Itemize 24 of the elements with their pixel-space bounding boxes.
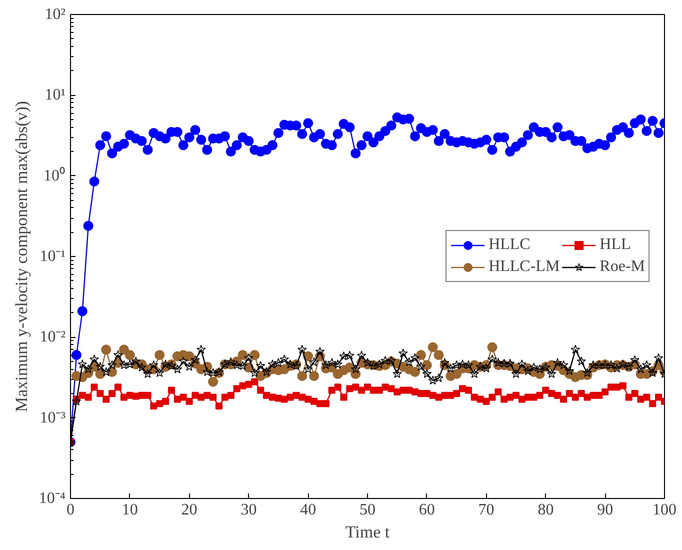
y-tick-label: 10⁻²: [40, 328, 66, 346]
legend-label: HLLC: [488, 236, 530, 254]
x-tick-label: 40: [300, 502, 316, 518]
x-tick-label: 90: [597, 502, 614, 518]
x-tick-label: 100: [652, 502, 676, 518]
y-tick-label: 10⁻⁴: [38, 490, 66, 507]
legend-label: HLL: [600, 236, 631, 254]
y-tick-label: 10²: [44, 6, 66, 23]
y-axis-title: Maximum y-velocity component max(abs(v)): [12, 100, 31, 412]
x-tick-label: 50: [360, 502, 376, 518]
x-tick-label: 20: [181, 502, 198, 518]
y-tick-label: 10⁻³: [40, 409, 66, 426]
y-tick-label: 10¹: [44, 86, 66, 104]
x-tick-label: 10: [122, 502, 138, 518]
legend-label: Roe-M: [600, 258, 645, 276]
x-axis-title: Time t: [345, 522, 390, 542]
y-tick-label: 10⁻¹: [40, 248, 66, 265]
x-tick-label: 30: [240, 502, 257, 518]
y-tick-label: 10⁰: [44, 166, 66, 184]
x-tick-label: 70: [478, 502, 494, 518]
x-tick-label: 0: [66, 502, 74, 518]
x-tick-label: 60: [418, 502, 435, 518]
x-tick-label: 80: [538, 502, 554, 518]
legend-label: HLLC-LM: [488, 258, 560, 276]
